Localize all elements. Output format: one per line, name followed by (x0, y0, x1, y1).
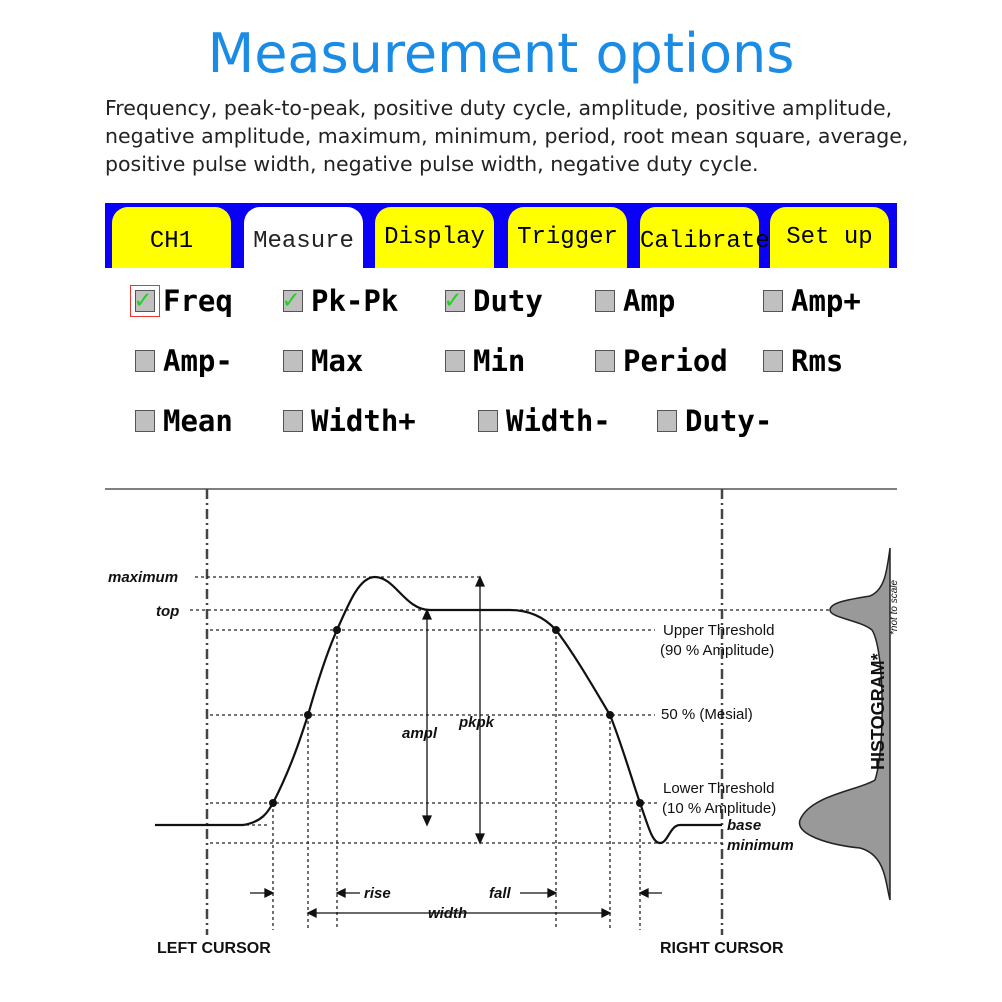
checkbox[interactable] (283, 410, 303, 432)
label-minimum: minimum (727, 837, 794, 854)
label-base: base (727, 817, 761, 834)
checkmark-icon: ✓ (283, 285, 299, 315)
option-freq[interactable]: ✓ Freq (130, 284, 233, 318)
label-top: top (156, 603, 179, 620)
option-label: Amp+ (791, 284, 861, 318)
option-mean[interactable]: Mean (135, 404, 233, 438)
checkbox[interactable] (135, 410, 155, 432)
option-label: Freq (163, 284, 233, 318)
checkbox[interactable]: ✓ (130, 285, 160, 317)
tab-setup[interactable]: Set up (770, 207, 889, 268)
label-ampl: ampl (402, 725, 438, 742)
option-label: Width+ (311, 404, 416, 438)
label-upper-sub: (90 % Amplitude) (660, 642, 774, 659)
option-label: Period (623, 344, 728, 378)
checkbox[interactable] (283, 350, 303, 372)
checkbox[interactable] (478, 410, 498, 432)
tab-bar: CH1 Measure Display Trigger Calibrate Se… (105, 203, 897, 268)
option-width-plus[interactable]: Width+ (283, 404, 416, 438)
label-right-cursor: RIGHT CURSOR (660, 940, 784, 957)
label-upper-threshold: Upper Threshold (663, 622, 774, 639)
page-title: Measurement options (207, 22, 795, 85)
checkbox[interactable] (763, 290, 783, 312)
tab-calibrate[interactable]: Calibrate (640, 207, 770, 268)
tab-display[interactable]: Display (375, 207, 494, 268)
option-period[interactable]: Period (595, 344, 728, 378)
checkbox[interactable] (445, 350, 465, 372)
tab-measure[interactable]: Measure (244, 207, 363, 268)
option-duty-minus[interactable]: Duty- (657, 404, 772, 438)
option-label: Max (311, 344, 364, 378)
checkmark-icon: ✓ (445, 285, 461, 315)
label-pkpk: pkpk (458, 714, 495, 731)
checkbox[interactable] (763, 350, 783, 372)
option-label: Rms (791, 344, 844, 378)
checkbox[interactable] (595, 290, 615, 312)
option-duty[interactable]: ✓ Duty (445, 284, 543, 318)
label-mesial: 50 % (Mesial) (661, 706, 753, 723)
waveform (155, 575, 722, 845)
label-maximum: maximum (108, 569, 178, 586)
option-label: Pk-Pk (311, 284, 399, 318)
label-lower-threshold: Lower Threshold (663, 780, 774, 797)
option-label: Amp (623, 284, 676, 318)
checkbox[interactable]: ✓ (283, 285, 303, 315)
checkbox[interactable] (135, 350, 155, 372)
label-width: width (428, 905, 467, 922)
label-rise: rise (364, 885, 391, 902)
checkmark-icon: ✓ (135, 285, 151, 315)
option-label: Amp- (163, 344, 233, 378)
option-label: Duty (473, 284, 543, 318)
label-histogram: HISTOGRAM* (868, 653, 888, 770)
option-amp-plus[interactable]: Amp+ (763, 284, 861, 318)
option-max[interactable]: Max (283, 344, 363, 378)
description: Frequency, peak-to-peak, positive duty c… (105, 96, 909, 176)
label-left-cursor: LEFT CURSOR (157, 940, 271, 957)
option-amp[interactable]: Amp (595, 284, 675, 318)
option-min[interactable]: Min (445, 344, 525, 378)
histogram-shape (798, 547, 891, 901)
checkbox[interactable] (595, 350, 615, 372)
checkbox[interactable] (657, 410, 677, 432)
label-fall: fall (489, 885, 512, 902)
option-width-minus[interactable]: Width- (478, 404, 611, 438)
tab-ch1[interactable]: CH1 (112, 207, 231, 268)
option-label: Width- (506, 404, 611, 438)
option-rms[interactable]: Rms (763, 344, 843, 378)
option-label: Mean (163, 404, 233, 438)
tab-trigger[interactable]: Trigger (508, 207, 627, 268)
option-amp-minus[interactable]: Amp- (135, 344, 233, 378)
option-pk-pk[interactable]: ✓ Pk-Pk (283, 284, 398, 318)
label-not-to-scale: *not to scale (889, 580, 900, 635)
option-label: Duty- (685, 404, 773, 438)
label-lower-sub: (10 % Amplitude) (662, 800, 776, 817)
checkbox[interactable]: ✓ (445, 285, 465, 315)
option-label: Min (473, 344, 526, 378)
